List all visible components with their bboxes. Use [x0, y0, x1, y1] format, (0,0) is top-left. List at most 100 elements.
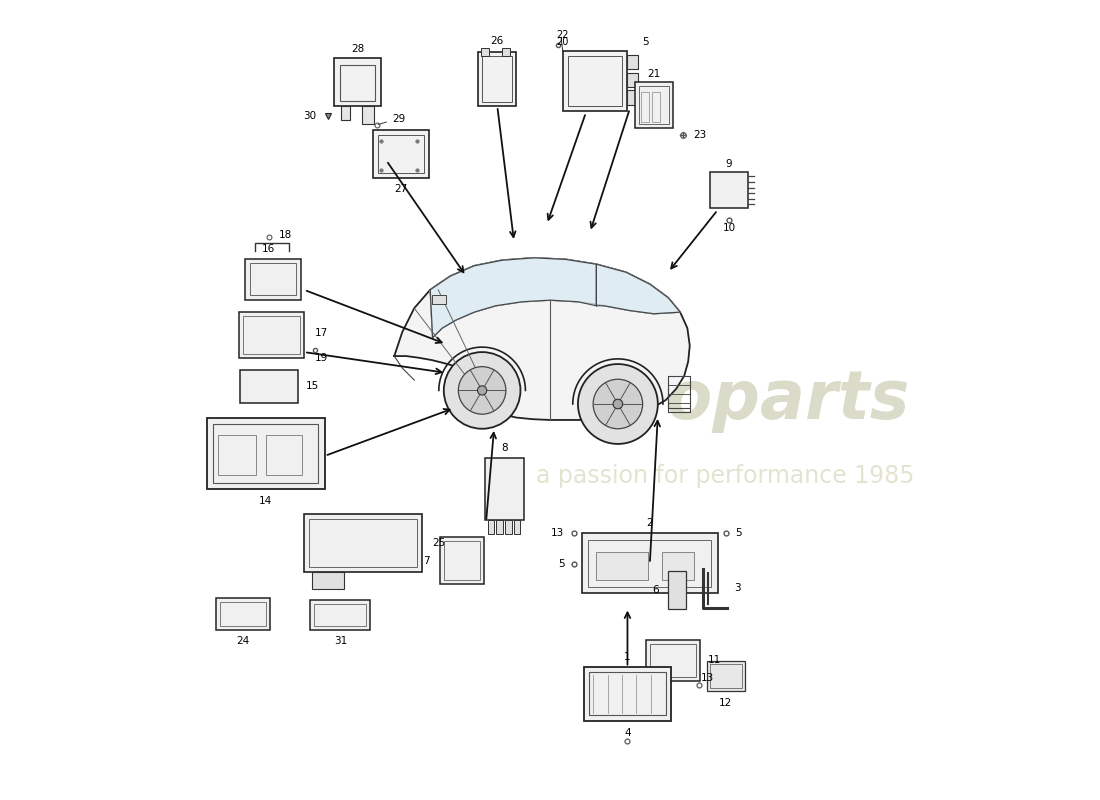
- Text: 30: 30: [302, 111, 316, 122]
- Text: 13: 13: [701, 673, 714, 683]
- Bar: [706, 661, 745, 691]
- Bar: [505, 520, 512, 534]
- Bar: [650, 643, 696, 677]
- Bar: [312, 572, 344, 590]
- Text: 1: 1: [624, 652, 630, 662]
- Bar: [641, 92, 649, 122]
- Polygon shape: [430, 258, 680, 338]
- Text: 6: 6: [652, 585, 659, 595]
- Text: 16: 16: [262, 244, 275, 254]
- Bar: [710, 664, 741, 688]
- Bar: [514, 520, 520, 534]
- Circle shape: [477, 386, 486, 395]
- Text: 3: 3: [734, 583, 740, 594]
- Text: 2: 2: [647, 518, 653, 528]
- Bar: [315, 604, 366, 626]
- Text: 31: 31: [334, 636, 348, 646]
- Bar: [662, 552, 694, 581]
- Text: 5: 5: [642, 38, 649, 47]
- Text: 18: 18: [278, 230, 292, 240]
- Bar: [710, 172, 748, 208]
- Bar: [646, 639, 700, 681]
- Text: 5: 5: [735, 528, 741, 538]
- Text: 28: 28: [351, 44, 364, 54]
- Bar: [590, 672, 666, 715]
- Bar: [496, 520, 503, 534]
- Bar: [478, 52, 517, 106]
- Circle shape: [459, 366, 506, 414]
- Bar: [218, 435, 256, 475]
- Polygon shape: [430, 258, 596, 338]
- Text: 11: 11: [708, 655, 722, 666]
- Bar: [310, 600, 371, 630]
- Bar: [639, 86, 669, 125]
- Circle shape: [578, 364, 658, 444]
- Bar: [207, 418, 324, 490]
- Polygon shape: [394, 258, 690, 420]
- Bar: [582, 534, 717, 594]
- Bar: [220, 602, 266, 626]
- Bar: [588, 540, 712, 587]
- Bar: [568, 56, 622, 106]
- Bar: [213, 424, 318, 483]
- Bar: [239, 312, 304, 358]
- Bar: [487, 520, 494, 534]
- Text: 15: 15: [306, 382, 319, 391]
- Bar: [596, 552, 648, 581]
- Bar: [502, 48, 510, 56]
- Text: 22: 22: [557, 30, 569, 40]
- Text: 4: 4: [624, 728, 630, 738]
- Bar: [443, 542, 480, 580]
- Text: 14: 14: [260, 496, 273, 506]
- Text: 10: 10: [723, 223, 736, 234]
- Bar: [309, 519, 417, 567]
- Bar: [242, 316, 300, 354]
- Bar: [583, 666, 671, 721]
- Bar: [482, 56, 513, 102]
- Bar: [635, 82, 673, 129]
- Circle shape: [443, 352, 520, 429]
- Text: 29: 29: [392, 114, 405, 124]
- Bar: [563, 51, 627, 111]
- Text: 17: 17: [315, 328, 328, 338]
- Bar: [668, 376, 690, 412]
- Text: 7: 7: [424, 555, 430, 566]
- Bar: [217, 598, 271, 630]
- Bar: [373, 130, 429, 178]
- Text: 21: 21: [647, 69, 660, 79]
- Polygon shape: [596, 264, 680, 314]
- Text: 26: 26: [491, 36, 504, 46]
- Bar: [240, 370, 298, 403]
- Bar: [668, 571, 685, 610]
- Bar: [627, 73, 638, 87]
- Text: europarts: europarts: [541, 367, 910, 433]
- Text: 27: 27: [394, 184, 407, 194]
- Bar: [250, 263, 296, 295]
- Text: 20: 20: [557, 38, 569, 47]
- Text: 23: 23: [693, 130, 706, 140]
- Bar: [266, 435, 301, 475]
- Text: a passion for performance 1985: a passion for performance 1985: [537, 464, 915, 488]
- Circle shape: [593, 379, 642, 429]
- Bar: [627, 90, 638, 105]
- Text: 24: 24: [236, 636, 250, 646]
- Text: 19: 19: [315, 354, 328, 363]
- Text: 13: 13: [551, 528, 564, 538]
- Text: 8: 8: [502, 443, 508, 453]
- Text: 12: 12: [719, 698, 733, 708]
- Text: 9: 9: [726, 158, 733, 169]
- Bar: [432, 294, 447, 304]
- Bar: [304, 514, 422, 572]
- Bar: [341, 106, 350, 121]
- Bar: [377, 135, 424, 173]
- Bar: [440, 538, 484, 584]
- Bar: [334, 58, 381, 106]
- Bar: [482, 48, 490, 56]
- Bar: [340, 66, 375, 101]
- Bar: [362, 106, 374, 124]
- Bar: [245, 258, 300, 300]
- Circle shape: [613, 399, 623, 409]
- Bar: [484, 458, 525, 520]
- Text: 25: 25: [432, 538, 446, 548]
- Bar: [652, 92, 660, 122]
